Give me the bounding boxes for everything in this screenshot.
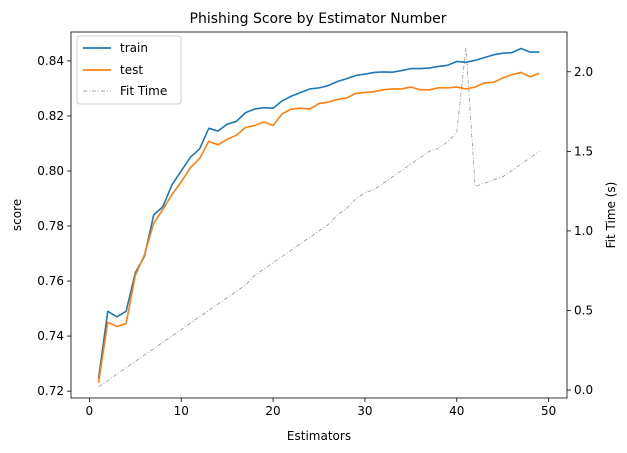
y-tick-label: 0.76 [37,274,64,288]
y-tick-label: 0.82 [37,109,64,123]
y2-axis-label: Fit Time (s) [604,182,618,249]
y2-tick-label: 1.5 [574,144,593,158]
y-axis-label: score [10,199,24,231]
x-axis-label: Estimators [287,429,351,443]
y2-tick-label: 0.0 [574,383,593,397]
legend-frame [76,35,182,105]
y-axis-ticks: 0.72 0.74 0.76 0.78 0.80 0.82 0.84 [37,54,71,398]
x-tick-label: 40 [449,404,464,418]
series-line-train [97,47,540,379]
chart-title: Phishing Score by Estimator Number [190,11,447,27]
y-tick-label: 0.74 [37,329,64,343]
y2-tick-label: 1.0 [574,224,593,238]
legend-label-train: train [120,41,148,55]
x-axis-ticks: 0 10 20 30 40 50 [86,398,556,418]
y-tick-label: 0.84 [37,54,64,68]
legend-label-test: test [120,63,143,77]
legend: train test Fit Time [76,35,182,105]
y2-tick-label: 0.5 [574,303,593,317]
y2-tick-label: 2.0 [574,65,593,79]
legend-label-fit-time: Fit Time [120,84,167,98]
plot-frame [70,31,568,399]
x-tick-label: 30 [357,404,372,418]
y-tick-label: 0.72 [37,384,64,398]
x-tick-label: 0 [86,404,94,418]
x-tick-label: 50 [541,404,556,418]
series-layer [97,47,540,388]
y-tick-label: 0.78 [37,219,64,233]
series-line-test [97,71,540,383]
x-tick-label: 20 [265,404,280,418]
y-tick-label: 0.80 [37,164,64,178]
series-line-fit-time [98,47,540,388]
x-tick-label: 10 [174,404,189,418]
y2-axis-ticks: 0.0 0.5 1.0 1.5 2.0 [567,65,593,397]
